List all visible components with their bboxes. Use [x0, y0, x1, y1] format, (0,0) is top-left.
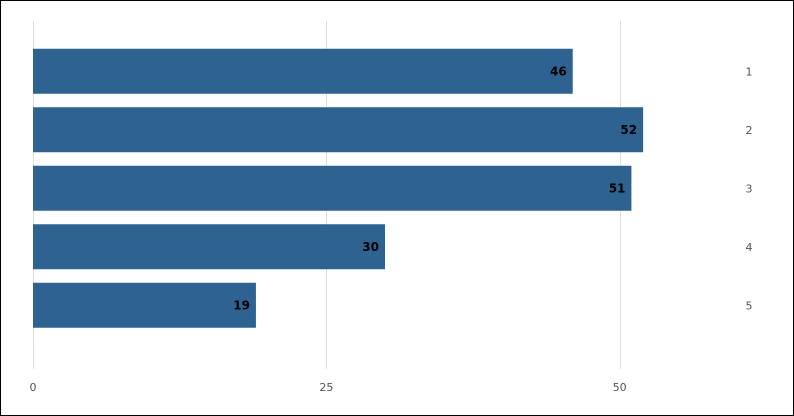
data-label-2: 52 [620, 123, 637, 137]
bars [33, 48, 644, 328]
bar-4 [33, 224, 385, 270]
data-label-4: 30 [362, 240, 379, 254]
data-label-3: 51 [609, 181, 626, 195]
category-label-5: 5 [746, 299, 753, 312]
data-label-1: 46 [550, 64, 567, 78]
data-labels: 46 52 51 30 19 [233, 64, 637, 312]
category-label-4: 4 [746, 241, 753, 254]
bar-1 [33, 48, 573, 94]
bar-2 [33, 107, 644, 153]
bar-5 [33, 282, 256, 328]
category-label-1: 1 [746, 65, 753, 78]
category-label-3: 3 [746, 182, 753, 195]
x-tick-label-2: 50 [613, 381, 627, 394]
x-tick-label-1: 25 [319, 381, 333, 394]
data-label-5: 19 [233, 298, 250, 312]
category-labels: 1 2 3 4 5 [746, 65, 753, 312]
bar-3 [33, 165, 632, 211]
category-label-2: 2 [746, 124, 753, 137]
x-tick-labels: 0 25 50 [30, 381, 627, 394]
x-tick-label-0: 0 [30, 381, 37, 394]
